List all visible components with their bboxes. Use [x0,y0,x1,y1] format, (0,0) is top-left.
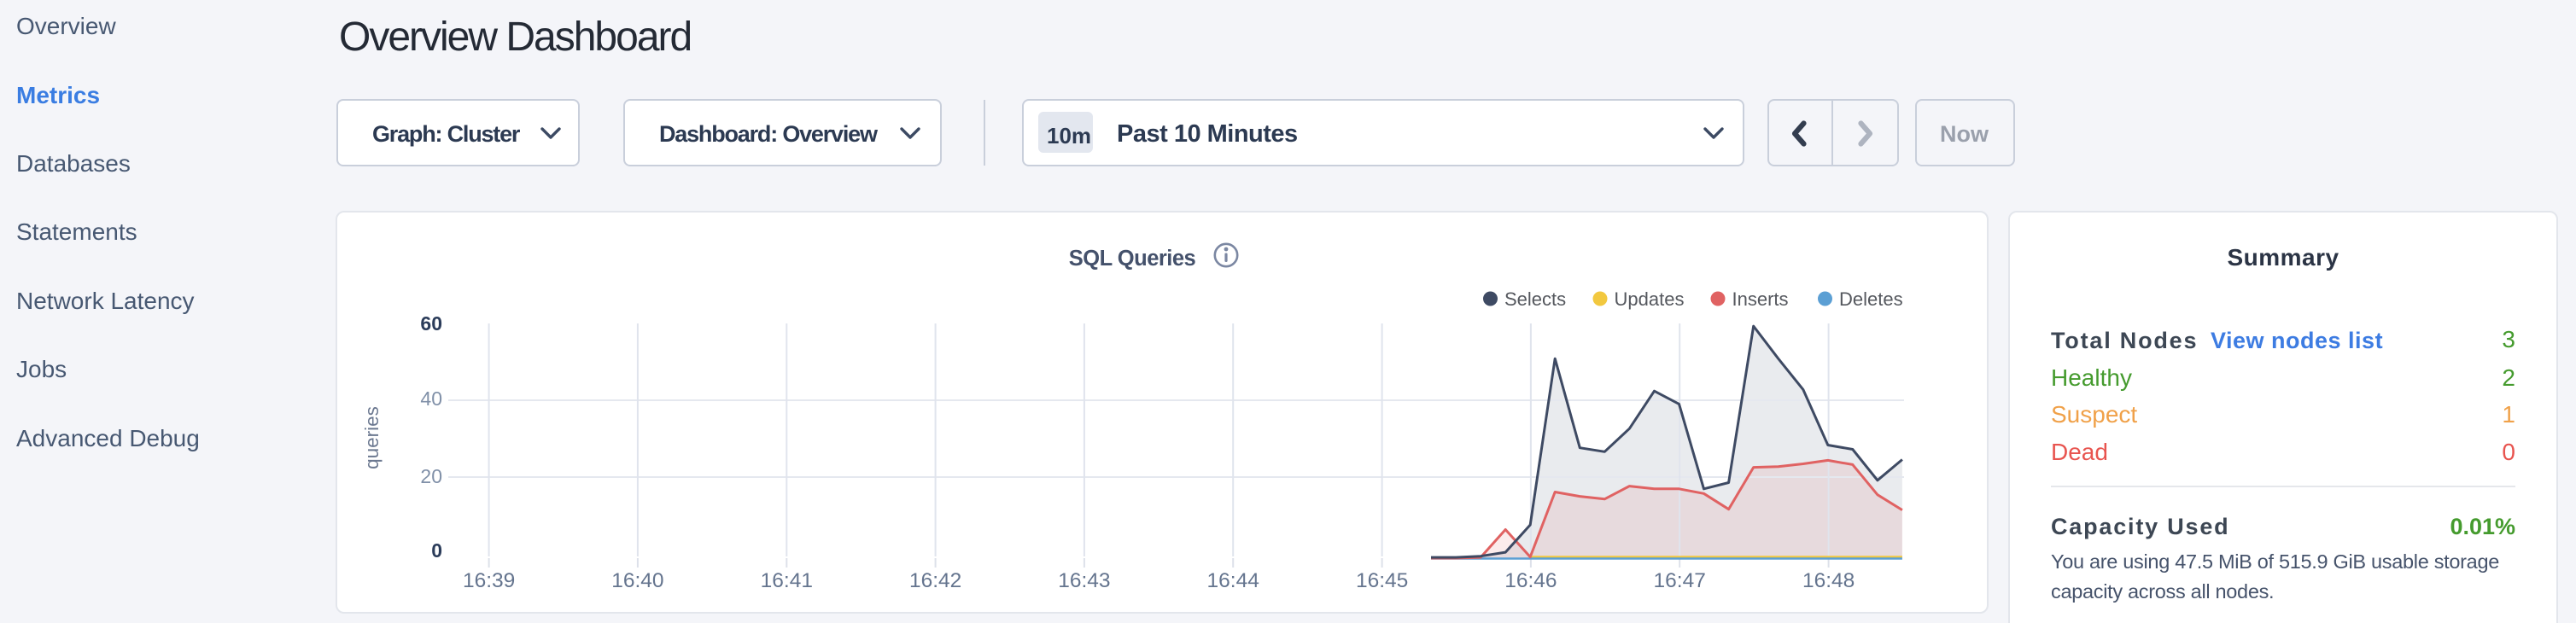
svg-text:16:42: 16:42 [909,569,961,592]
svg-text:20: 20 [420,465,442,487]
svg-text:16:40: 16:40 [611,569,663,592]
svg-text:0: 0 [431,539,442,562]
svg-text:60: 60 [420,312,442,335]
svg-text:16:44: 16:44 [1207,569,1259,592]
svg-text:queries: queries [361,406,383,469]
svg-text:16:46: 16:46 [1504,569,1557,592]
svg-text:16:43: 16:43 [1058,569,1110,592]
svg-text:16:47: 16:47 [1654,569,1706,592]
svg-text:Selects: Selects [1504,288,1566,310]
svg-text:16:45: 16:45 [1356,569,1408,592]
svg-text:16:41: 16:41 [761,569,813,592]
svg-text:16:48: 16:48 [1802,569,1855,592]
svg-text:SQL Queries: SQL Queries [1069,247,1196,271]
svg-text:16:39: 16:39 [463,569,515,592]
svg-text:Deletes: Deletes [1839,288,1903,310]
svg-text:Inserts: Inserts [1732,288,1789,310]
svg-text:Updates: Updates [1615,288,1685,310]
svg-text:40: 40 [420,387,442,410]
